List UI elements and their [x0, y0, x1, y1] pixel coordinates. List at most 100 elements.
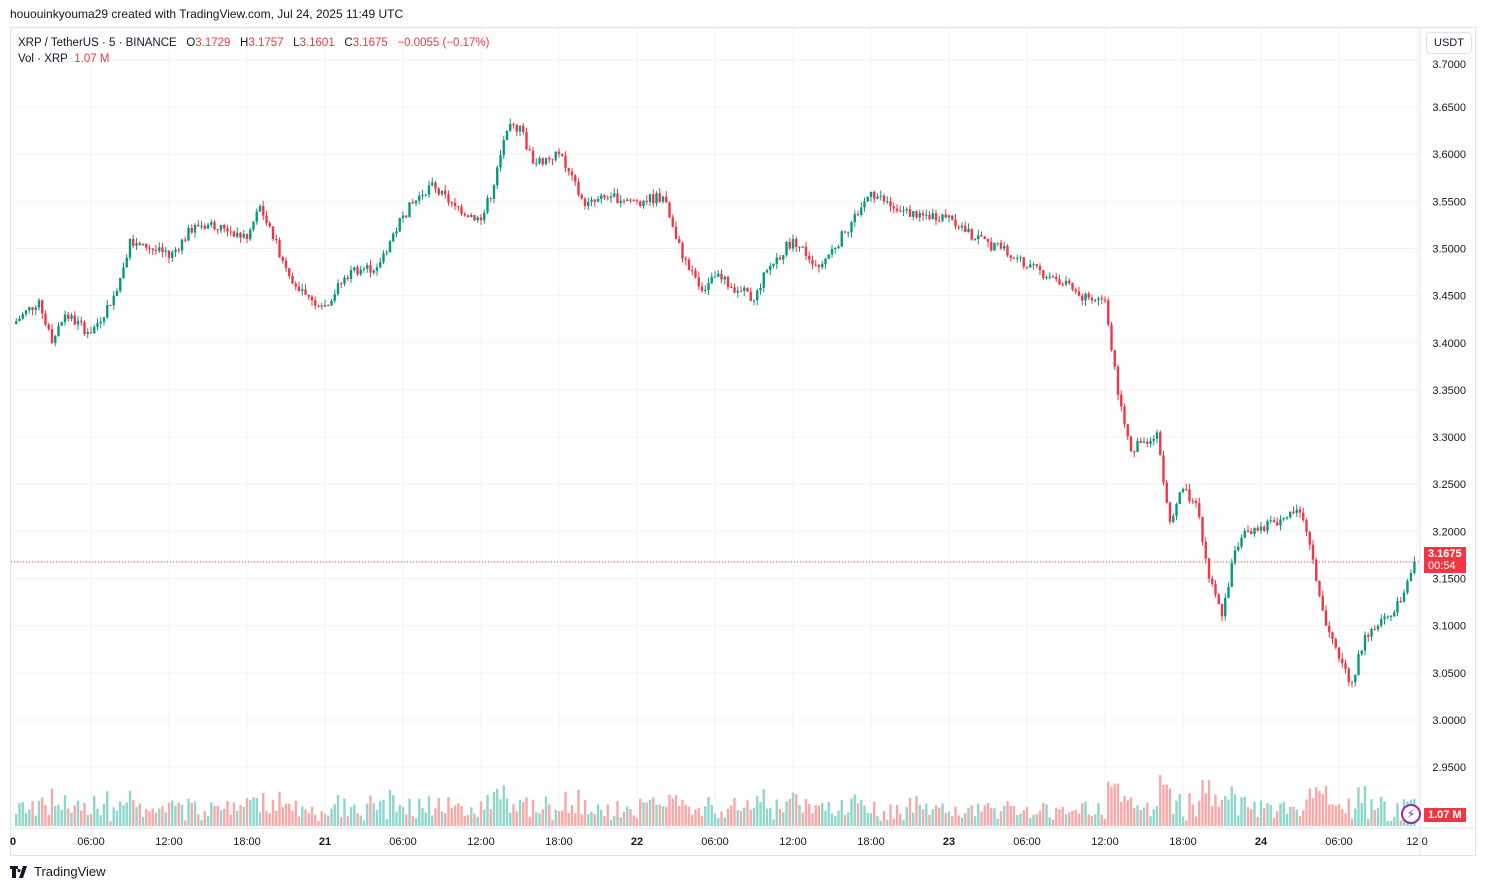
candle-body — [1074, 289, 1077, 292]
candle-body — [983, 236, 986, 239]
volume-bar — [1016, 814, 1019, 826]
candle-body — [180, 239, 184, 251]
candle-body — [509, 123, 512, 131]
volume-bar — [492, 791, 496, 826]
volume-bar — [769, 808, 772, 826]
volume-bar — [931, 809, 934, 826]
candle-body — [1266, 521, 1269, 531]
volume-bar — [99, 815, 102, 826]
volume-bar — [223, 808, 226, 826]
volume-bar — [1269, 805, 1272, 826]
candle-body — [587, 201, 590, 207]
y-tick-label: 3.2000 — [1432, 526, 1466, 538]
volume-bar — [1081, 803, 1084, 826]
volume-bar — [278, 791, 281, 826]
candle-body — [1181, 488, 1185, 493]
volume-bar — [1129, 797, 1133, 826]
volume-bar — [1341, 808, 1344, 826]
candle-body — [369, 265, 372, 273]
volume-bar — [970, 805, 973, 826]
volume-bar — [1097, 803, 1100, 826]
volume-bar — [1168, 788, 1172, 826]
lightning-icon[interactable]: ⚡ — [1401, 804, 1421, 824]
volume-bar — [1126, 800, 1129, 826]
candle-body — [782, 255, 785, 260]
candle-body — [1318, 580, 1321, 596]
volume-bar — [1029, 817, 1032, 826]
volume-bar — [362, 820, 366, 826]
volume-bar — [219, 810, 223, 826]
candle-body — [1025, 266, 1029, 268]
candle-body — [255, 211, 258, 222]
volume-bar — [1253, 801, 1256, 826]
volume-bar — [401, 806, 405, 826]
volume-bar — [1178, 794, 1181, 826]
candle-body — [268, 223, 271, 227]
candle-body — [60, 322, 63, 326]
candle-body — [1279, 519, 1282, 526]
volume-bar — [928, 814, 931, 826]
volume-bar — [210, 802, 213, 826]
candle-body — [931, 213, 934, 219]
volume-bar — [1116, 783, 1120, 826]
candle-body — [99, 321, 102, 324]
volume-bar — [915, 796, 918, 826]
volume-bar — [704, 806, 707, 826]
volume-bar — [765, 808, 769, 826]
volume-bar — [951, 815, 954, 826]
volume-bar — [1389, 821, 1393, 826]
footer-brand[interactable]: TradingView — [34, 864, 106, 879]
volume-bar — [918, 804, 921, 826]
volume-bar — [112, 807, 115, 826]
currency-button[interactable]: USDT — [1426, 32, 1472, 54]
volume-bar — [323, 813, 327, 826]
volume-bar — [999, 811, 1003, 826]
candle-body — [759, 287, 762, 291]
candle-body — [801, 246, 804, 248]
candle-body — [190, 227, 193, 233]
candle-body — [382, 253, 385, 263]
volume-bar — [161, 806, 164, 826]
volume-bar — [63, 795, 67, 826]
candle-body — [1350, 682, 1354, 684]
volume-bar — [1230, 786, 1233, 826]
candle-body — [1214, 583, 1217, 595]
volume-bar — [811, 813, 814, 826]
volume-bar — [1289, 806, 1292, 826]
candle-body — [1087, 293, 1090, 298]
candle-body — [798, 246, 801, 248]
volume-bar — [639, 798, 642, 826]
candle-body — [1090, 297, 1094, 301]
symbol-title[interactable]: XRP / TetherUS · 5 · BINANCE — [18, 37, 177, 49]
candle-body — [830, 248, 834, 255]
candle-body — [395, 231, 398, 234]
candle-body — [1012, 257, 1016, 259]
candle-body — [1240, 537, 1243, 547]
volume-bar — [320, 811, 323, 826]
candle-body — [678, 239, 681, 244]
volume-bar — [268, 813, 271, 826]
candle-body — [977, 235, 980, 240]
volume-bar — [973, 816, 977, 826]
volume-bar — [1155, 806, 1159, 826]
candle-body — [346, 277, 349, 279]
volume-bar — [1142, 807, 1146, 826]
volume-bar — [496, 788, 499, 826]
candle-body — [902, 210, 905, 212]
candle-body — [847, 232, 850, 234]
candle-body — [119, 278, 122, 291]
volume-bar — [398, 804, 401, 826]
volume-bar — [967, 807, 970, 826]
volume-bar — [343, 798, 346, 826]
volume-bar — [856, 803, 860, 826]
volume-bar — [1035, 814, 1038, 826]
candle-body — [993, 242, 996, 251]
candle-body — [96, 323, 99, 328]
candle-body — [1077, 291, 1081, 296]
candle-body — [1389, 616, 1393, 618]
candle-body — [606, 197, 609, 199]
volume-bar — [548, 804, 551, 826]
candle-body — [795, 239, 798, 248]
candle-body — [1298, 509, 1302, 513]
